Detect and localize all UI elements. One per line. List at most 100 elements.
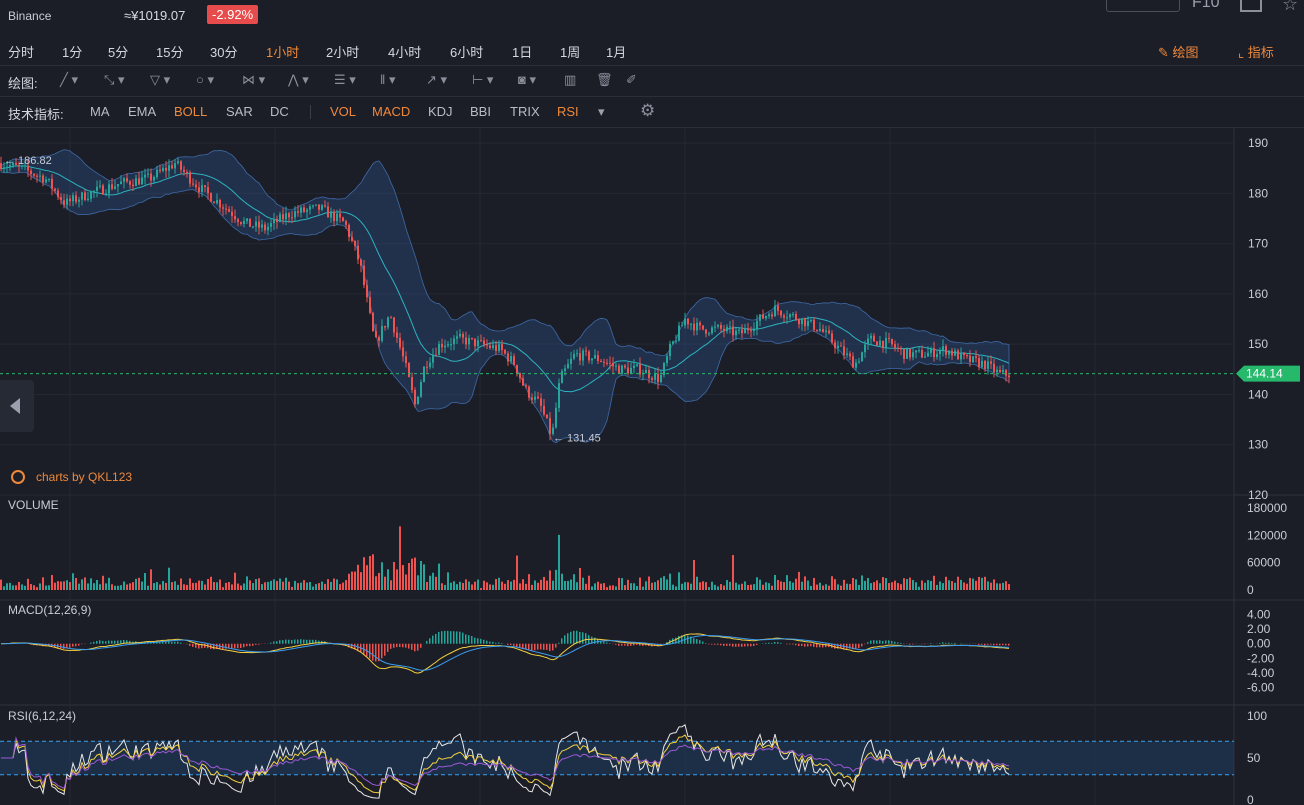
pattern-tool-icon[interactable]: ⋈ ▾ <box>242 72 266 87</box>
macd-histogram-bar <box>72 643 74 647</box>
timeframe-1[interactable]: 1分 <box>62 45 83 60</box>
bars-tool-icon[interactable]: ▥ <box>564 72 577 87</box>
indicator-ema[interactable]: EMA <box>128 104 157 119</box>
more-indicators-dropdown[interactable]: ▾ <box>598 104 605 119</box>
measure-tool-icon[interactable]: ⊢ ▾ <box>472 72 494 87</box>
candle <box>429 362 431 368</box>
ray-tool-icon[interactable]: ⤡ ▾ <box>104 72 125 87</box>
volume-bar <box>375 576 377 590</box>
candle <box>408 363 410 378</box>
macd-histogram-bar <box>834 643 836 649</box>
volume-bar <box>666 579 668 590</box>
candle <box>747 328 749 331</box>
volume-bar <box>765 582 767 590</box>
change-badge: -2.92% <box>207 5 259 24</box>
f10-button[interactable]: F10 <box>1192 0 1220 11</box>
volume-bar <box>186 584 188 590</box>
volume-bar <box>753 584 755 590</box>
candle <box>978 358 980 368</box>
candle <box>366 285 368 298</box>
candle <box>309 206 311 210</box>
timeframe-11[interactable]: 1月 <box>606 45 627 60</box>
price-chart[interactable]: 190 180 170 160 150 140 130 120 ← 186.82 ← 131.45… <box>0 128 1304 805</box>
macd-histogram-bar <box>699 640 701 644</box>
candle <box>111 184 113 189</box>
indicator-button[interactable]: ⌞ 指标 <box>1238 45 1274 60</box>
timeframe-7[interactable]: 4小时 <box>388 45 422 60</box>
macd-histogram-bar <box>516 643 518 648</box>
macd-histogram-bar <box>114 640 116 644</box>
macd-histogram-bar <box>822 643 824 648</box>
timeframe-8[interactable]: 6小时 <box>450 45 484 60</box>
draw-tool-button[interactable]: ✎ 绘图 <box>1158 45 1199 60</box>
candle <box>879 340 881 346</box>
pen-icon[interactable]: ✐ <box>626 72 637 87</box>
indicator-boll[interactable]: BOLL <box>174 104 208 119</box>
macd-histogram-bar <box>792 643 794 645</box>
volume-bar <box>102 575 104 590</box>
macd-histogram-bar <box>696 639 698 644</box>
candle <box>969 355 971 363</box>
gann-tool-icon[interactable]: ‖ ▾ <box>380 72 396 87</box>
indicator-macd[interactable]: MACD <box>372 104 411 119</box>
settings-button[interactable] <box>1106 0 1180 12</box>
candle <box>390 317 392 319</box>
timeframe-10[interactable]: 1周 <box>560 45 581 60</box>
volume-bar <box>429 575 431 590</box>
timeframe-2[interactable]: 5分 <box>108 45 129 60</box>
fib-tool-icon[interactable]: ☰ ▾ <box>334 72 356 87</box>
candle <box>432 354 434 363</box>
volume-bar <box>33 585 35 590</box>
timeframe-9[interactable]: 1日 <box>512 45 533 60</box>
line-tool-icon[interactable]: ╱ ▾ <box>60 72 78 87</box>
shape-tool-icon[interactable]: ○ ▾ <box>196 72 214 87</box>
indicator-bbi[interactable]: BBI <box>470 104 491 119</box>
indicator-vol[interactable]: VOL <box>330 104 357 119</box>
volume-bar <box>900 584 902 590</box>
timeframe-6[interactable]: 2小时 <box>326 45 360 60</box>
gear-icon[interactable]: ⚙ <box>640 101 656 120</box>
fullscreen-icon[interactable] <box>1240 0 1262 12</box>
volume-bar <box>615 586 617 590</box>
volume-bar <box>729 581 731 590</box>
volume-bar <box>492 584 494 590</box>
candle <box>441 343 443 348</box>
macd-histogram-bar <box>552 643 554 651</box>
timeframe-5[interactable]: 1小时 <box>266 45 300 60</box>
trash-icon[interactable]: 🗑 <box>596 72 613 87</box>
volume-bar <box>51 575 53 590</box>
price-tick: 130 <box>1248 438 1268 452</box>
indicator-ma[interactable]: MA <box>90 104 110 119</box>
volume-bar <box>828 585 830 590</box>
volume-bar <box>483 580 485 590</box>
scroll-left-button[interactable] <box>0 380 34 432</box>
volume-bar <box>510 581 512 590</box>
volume-bar <box>225 582 227 590</box>
timeframe-4[interactable]: 30分 <box>210 45 238 60</box>
candle <box>159 169 161 171</box>
candle <box>975 356 977 359</box>
volume-bar <box>732 555 734 590</box>
macd-histogram-bar <box>477 638 479 644</box>
candle <box>129 181 131 185</box>
macd-tick: -4.00 <box>1247 666 1275 680</box>
volume-bar <box>990 582 992 590</box>
indicator-rsi[interactable]: RSI <box>557 104 579 119</box>
indicator-dc[interactable]: DC <box>270 104 289 119</box>
star-icon[interactable]: ☆ <box>1282 0 1299 14</box>
timeframe-3[interactable]: 15分 <box>156 45 184 60</box>
exchange-label: Binance <box>8 9 52 23</box>
volume-bar <box>6 583 8 590</box>
volume-bar <box>213 582 215 590</box>
note-tool-icon[interactable]: ◙ ▾ <box>518 72 536 87</box>
arrow-tool-icon[interactable]: ↗ ▾ <box>426 72 448 87</box>
macd-histogram-bar <box>678 636 680 644</box>
indicator-kdj[interactable]: KDJ <box>428 104 453 119</box>
wave-tool-icon[interactable]: ⋀ ▾ <box>288 72 309 87</box>
indicator-trix[interactable]: TRIX <box>510 104 540 119</box>
channel-tool-icon[interactable]: ▽ ▾ <box>150 72 171 87</box>
macd-histogram-bar <box>864 643 866 645</box>
timeframe-0[interactable]: 分时 <box>8 45 35 60</box>
volume-bar <box>819 582 821 590</box>
indicator-sar[interactable]: SAR <box>226 104 253 119</box>
